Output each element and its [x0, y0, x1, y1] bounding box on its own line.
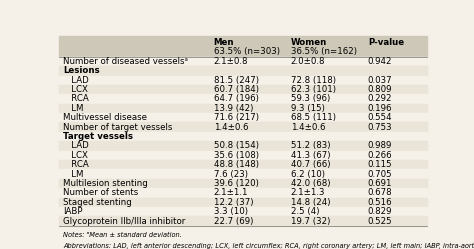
Text: 6.2 (10): 6.2 (10) — [291, 170, 325, 179]
Bar — [59, 75, 427, 85]
Text: 3.3 (10): 3.3 (10) — [213, 207, 247, 216]
Text: 2.1±1.1: 2.1±1.1 — [213, 188, 248, 197]
Text: 2.1±1.3: 2.1±1.3 — [291, 188, 325, 197]
Text: 0.525: 0.525 — [368, 217, 392, 226]
Text: 0.809: 0.809 — [368, 85, 392, 94]
Text: Multivessel disease: Multivessel disease — [63, 113, 147, 122]
Bar — [59, 179, 427, 188]
Bar — [59, 132, 427, 141]
Text: LCX: LCX — [63, 85, 88, 94]
Text: 0.942: 0.942 — [368, 57, 392, 66]
Bar — [59, 170, 427, 179]
Text: RCA: RCA — [63, 160, 89, 169]
Text: 36.5% (n=162): 36.5% (n=162) — [291, 47, 356, 56]
Text: 41.3 (67): 41.3 (67) — [291, 151, 330, 160]
Text: Number of diseased vesselsᵃ: Number of diseased vesselsᵃ — [63, 57, 188, 66]
Text: 0.691: 0.691 — [368, 179, 392, 188]
Text: LM: LM — [63, 170, 83, 179]
Text: 0.829: 0.829 — [368, 207, 392, 216]
Text: 14.8 (24): 14.8 (24) — [291, 198, 330, 207]
Text: 42.0 (68): 42.0 (68) — [291, 179, 330, 188]
Text: 50.8 (154): 50.8 (154) — [213, 141, 258, 150]
Bar — [59, 123, 427, 132]
Bar — [59, 198, 427, 207]
Text: 39.6 (120): 39.6 (120) — [213, 179, 258, 188]
Text: LM: LM — [63, 104, 83, 113]
Bar — [59, 104, 427, 113]
Text: 19.7 (32): 19.7 (32) — [291, 217, 330, 226]
Text: 0.705: 0.705 — [368, 170, 392, 179]
Text: 2.5 (4): 2.5 (4) — [291, 207, 319, 216]
Text: 2.1±0.8: 2.1±0.8 — [213, 57, 248, 66]
Text: Women: Women — [291, 38, 327, 47]
Text: 0.678: 0.678 — [368, 188, 392, 197]
Text: 0.115: 0.115 — [368, 160, 392, 169]
Bar — [59, 94, 427, 104]
Text: 48.8 (148): 48.8 (148) — [213, 160, 258, 169]
Text: 0.266: 0.266 — [368, 151, 392, 160]
Text: 60.7 (184): 60.7 (184) — [213, 85, 258, 94]
Text: 7.6 (23): 7.6 (23) — [213, 170, 247, 179]
Text: LAD: LAD — [63, 141, 89, 150]
Text: 81.5 (247): 81.5 (247) — [213, 76, 258, 85]
Bar — [59, 66, 427, 75]
Text: Abbreviations: LAD, left anterior descending; LCX, left circumflex; RCA, right c: Abbreviations: LAD, left anterior descen… — [63, 243, 474, 249]
Text: 64.7 (196): 64.7 (196) — [213, 95, 258, 104]
Text: 0.196: 0.196 — [368, 104, 392, 113]
Text: 22.7 (69): 22.7 (69) — [213, 217, 253, 226]
Bar — [59, 216, 427, 226]
Text: Multilesion stenting: Multilesion stenting — [63, 179, 148, 188]
Bar — [59, 207, 427, 216]
Text: Lesions: Lesions — [63, 66, 100, 75]
Text: Glycoprotein IIb/IIIa inhibitor: Glycoprotein IIb/IIIa inhibitor — [63, 217, 185, 226]
Text: 2.0±0.8: 2.0±0.8 — [291, 57, 325, 66]
Text: 1.4±0.6: 1.4±0.6 — [291, 123, 325, 132]
Bar — [59, 36, 427, 57]
Text: LCX: LCX — [63, 151, 88, 160]
Text: LAD: LAD — [63, 76, 89, 85]
Text: 51.2 (83): 51.2 (83) — [291, 141, 330, 150]
Text: IABP: IABP — [63, 207, 82, 216]
Text: 0.292: 0.292 — [368, 95, 392, 104]
Text: 12.2 (37): 12.2 (37) — [213, 198, 253, 207]
Bar — [59, 57, 427, 66]
Text: Number of stents: Number of stents — [63, 188, 138, 197]
Bar — [59, 151, 427, 160]
Text: 62.3 (101): 62.3 (101) — [291, 85, 336, 94]
Text: Number of target vessels: Number of target vessels — [63, 123, 172, 132]
Text: 13.9 (42): 13.9 (42) — [213, 104, 253, 113]
Bar — [59, 85, 427, 94]
Text: 0.554: 0.554 — [368, 113, 392, 122]
Bar — [59, 188, 427, 198]
Text: 1.4±0.6: 1.4±0.6 — [213, 123, 248, 132]
Text: 71.6 (217): 71.6 (217) — [213, 113, 258, 122]
Text: 0.753: 0.753 — [368, 123, 392, 132]
Text: 0.516: 0.516 — [368, 198, 392, 207]
Text: Staged stenting: Staged stenting — [63, 198, 132, 207]
Text: 0.037: 0.037 — [368, 76, 392, 85]
Text: 63.5% (n=303): 63.5% (n=303) — [213, 47, 280, 56]
Bar — [59, 141, 427, 151]
Text: 35.6 (108): 35.6 (108) — [213, 151, 258, 160]
Text: RCA: RCA — [63, 95, 89, 104]
Text: 9.3 (15): 9.3 (15) — [291, 104, 325, 113]
Text: Notes: ᵃMean ± standard deviation.: Notes: ᵃMean ± standard deviation. — [63, 232, 182, 238]
Text: 40.7 (66): 40.7 (66) — [291, 160, 330, 169]
Text: 0.989: 0.989 — [368, 141, 392, 150]
Text: 59.3 (96): 59.3 (96) — [291, 95, 330, 104]
Bar — [59, 160, 427, 170]
Text: 68.5 (111): 68.5 (111) — [291, 113, 336, 122]
Bar — [59, 113, 427, 123]
Text: Men: Men — [213, 38, 234, 47]
Text: 72.8 (118): 72.8 (118) — [291, 76, 336, 85]
Text: Target vessels: Target vessels — [63, 132, 133, 141]
Text: P-value: P-value — [368, 38, 404, 47]
